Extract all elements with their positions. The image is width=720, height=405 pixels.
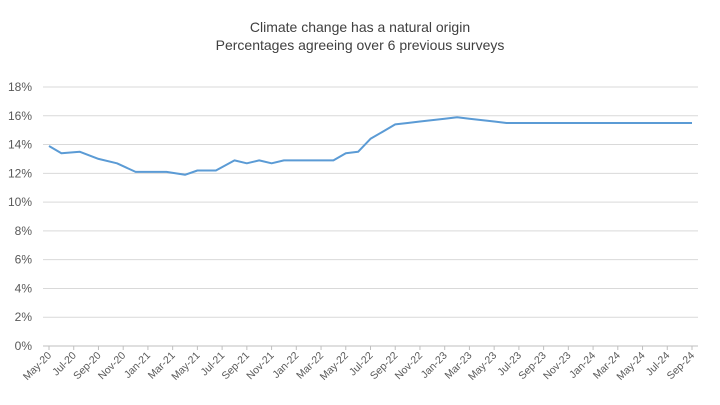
x-tick-label: Nov-20 — [96, 350, 129, 383]
x-tick-label: Nov-23 — [541, 350, 574, 383]
x-tick-label: Nov-22 — [393, 350, 426, 383]
x-tick-label: May-23 — [466, 350, 499, 383]
x-axis-ticks: May-20Jul-20Sep-20Nov-20Jan-21Mar-21May-… — [21, 346, 697, 383]
chart-subtitle: Percentages agreeing over 6 previous sur… — [216, 37, 505, 53]
chart-title: Climate change has a natural origin — [250, 19, 470, 35]
y-axis-ticks: 0% 2% 4% 6% 8% 10% 12% 14% 16% 18% — [8, 80, 32, 353]
x-tick-label: May-24 — [614, 350, 647, 383]
x-tick-label: May-20 — [21, 350, 54, 383]
y-tick-label: 8% — [15, 224, 33, 238]
series-line — [48, 116, 692, 176]
y-tick-label: 2% — [15, 310, 33, 324]
y-tick-label: 10% — [8, 195, 32, 209]
y-tick-label: 0% — [15, 339, 33, 353]
x-tick-label: May-22 — [318, 350, 351, 383]
y-tick-label: 12% — [8, 166, 32, 180]
y-tick-label: 18% — [8, 80, 32, 94]
y-tick-label: 14% — [8, 138, 32, 152]
x-tick-label: Nov-21 — [244, 350, 277, 383]
gridlines — [43, 86, 698, 347]
x-tick-label: May-21 — [169, 350, 202, 383]
y-tick-label: 4% — [15, 281, 33, 295]
y-tick-label: 16% — [8, 109, 32, 123]
series-layer — [48, 116, 692, 176]
x-tick-label: Sep-24 — [665, 350, 698, 383]
y-tick-label: 6% — [15, 253, 33, 267]
